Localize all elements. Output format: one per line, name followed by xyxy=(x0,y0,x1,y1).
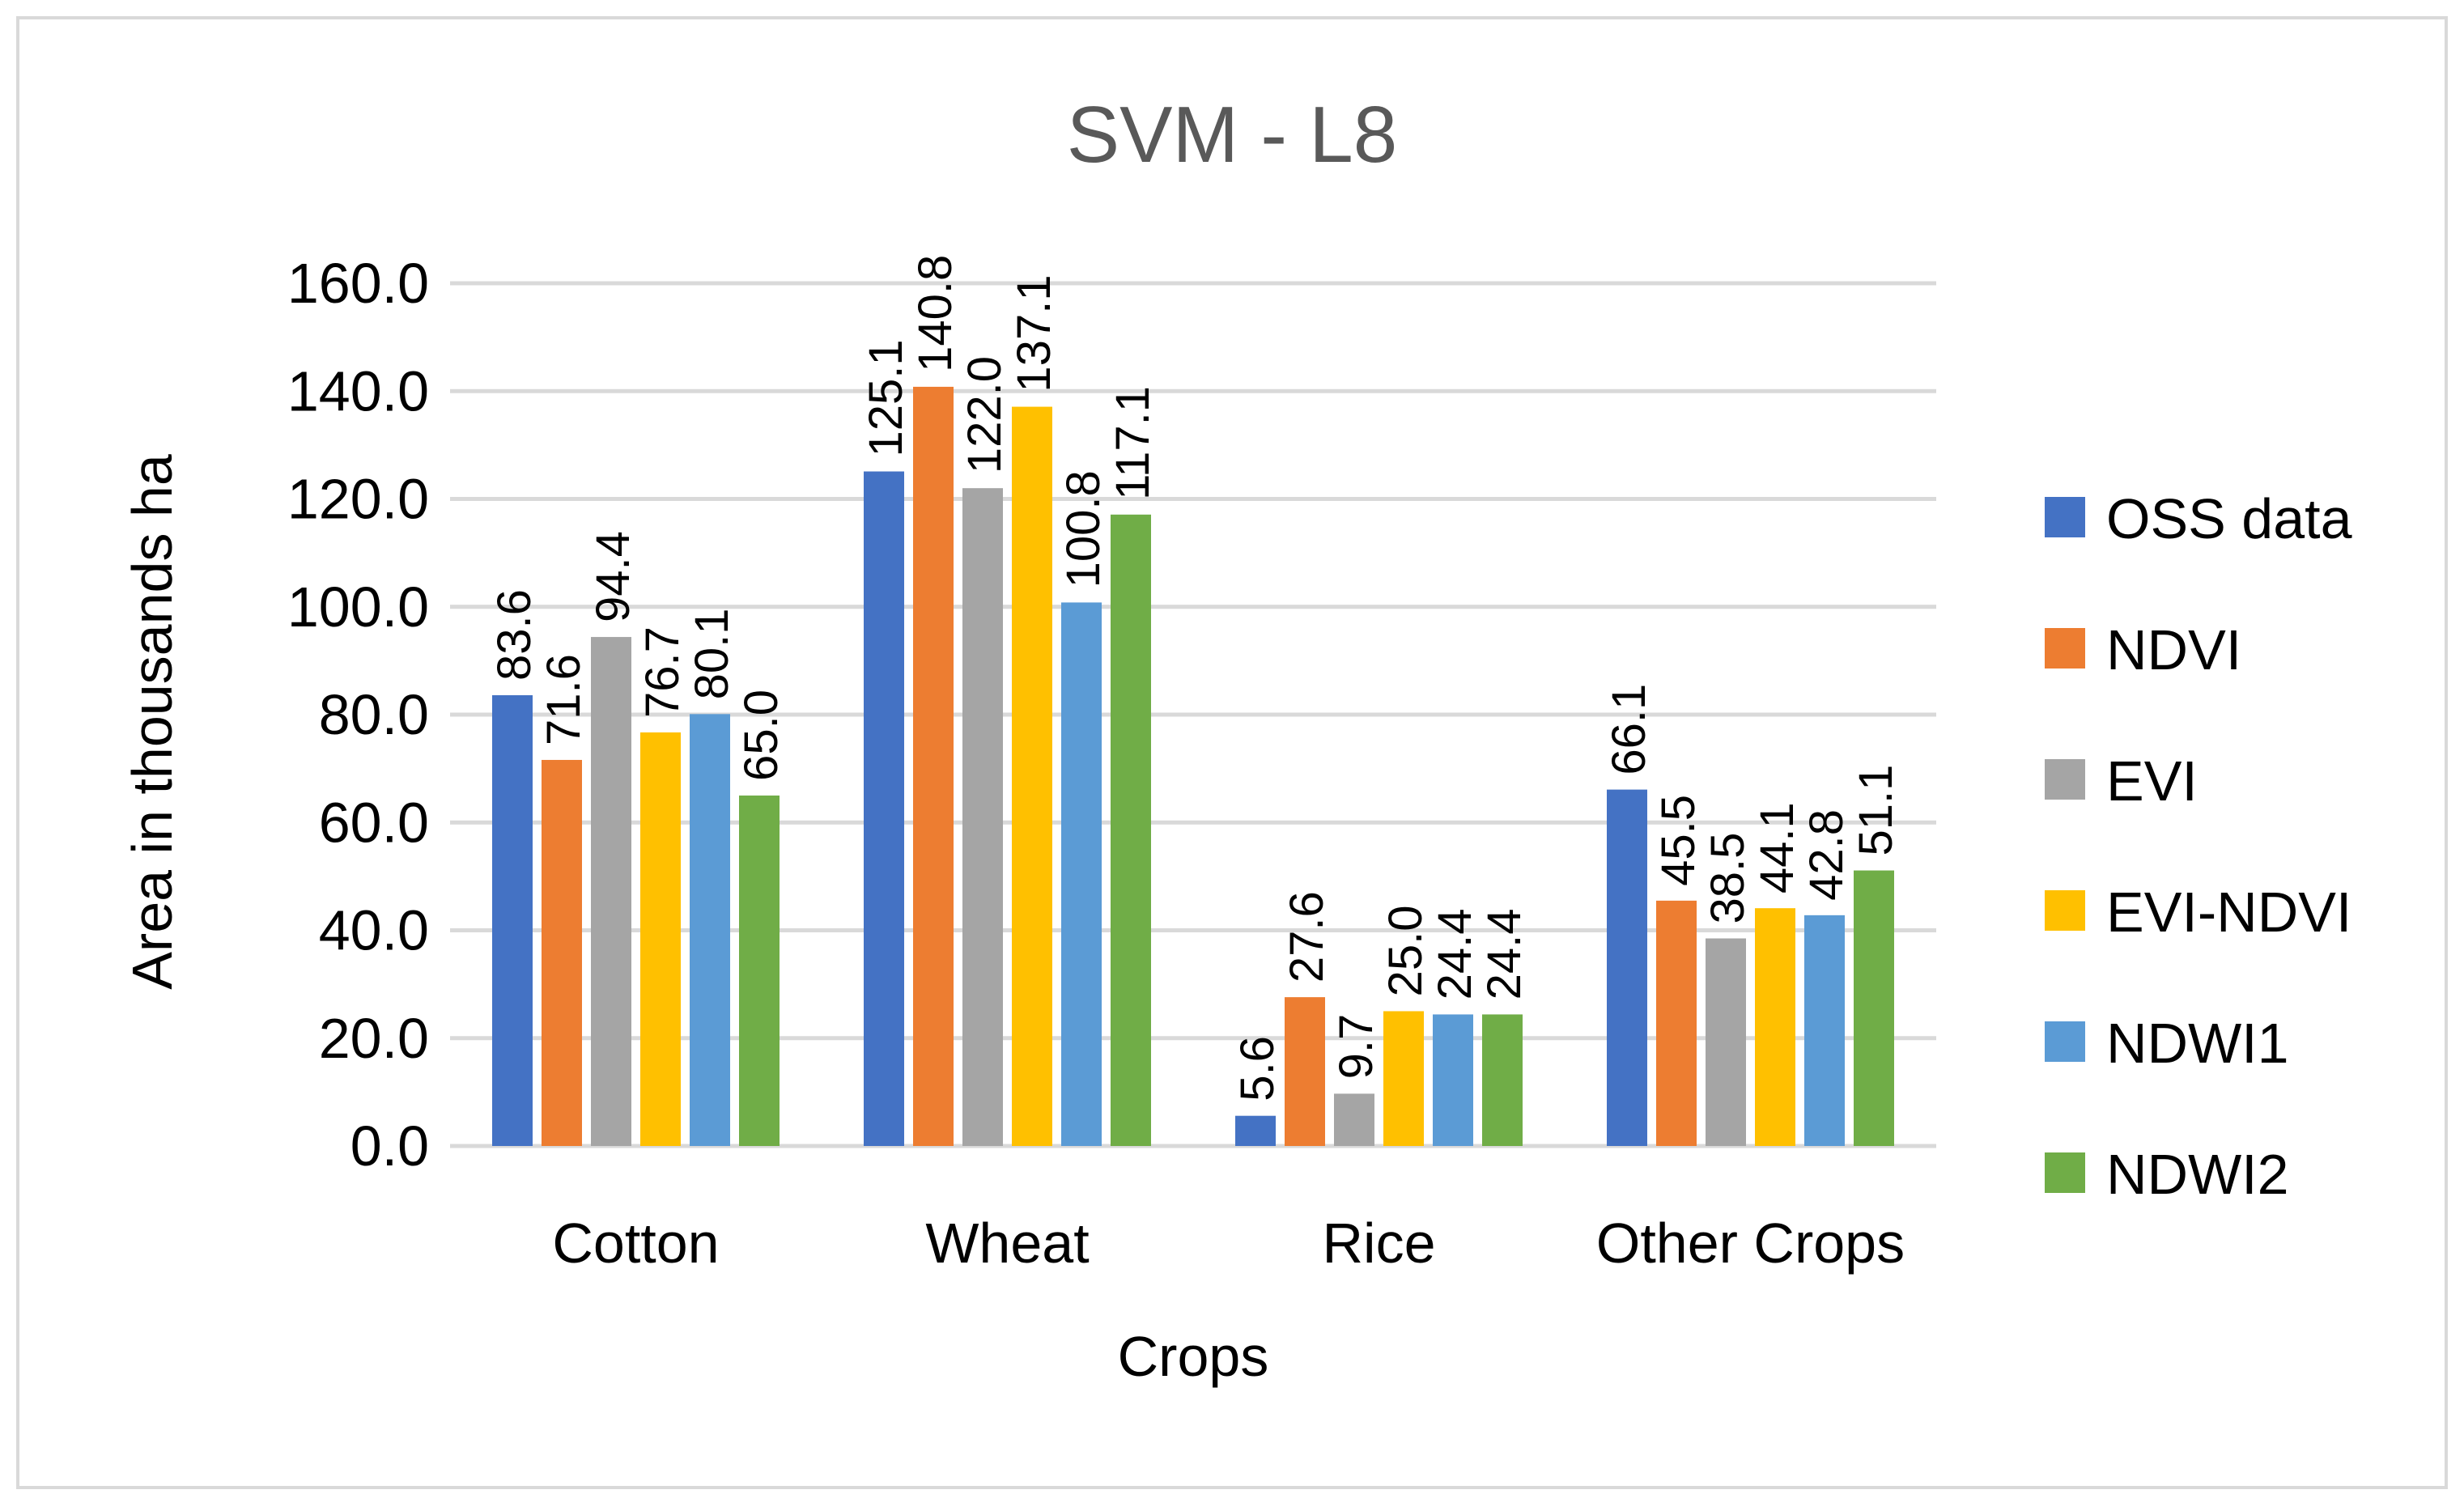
data-label: 100.8 xyxy=(1057,470,1110,588)
legend-label: EVI xyxy=(2106,749,2198,813)
data-label: 24.4 xyxy=(1478,909,1531,1000)
bar xyxy=(1111,514,1151,1146)
data-label: 117.1 xyxy=(1107,386,1159,500)
bar xyxy=(690,714,730,1146)
data-label: 25.0 xyxy=(1379,906,1432,997)
data-label: 66.1 xyxy=(1603,684,1655,775)
legend-swatch xyxy=(2045,1152,2085,1193)
data-label: 71.6 xyxy=(537,654,590,745)
bar xyxy=(1383,1011,1424,1146)
bar xyxy=(1804,915,1845,1146)
legend: OSS data NDVI EVI EVI-NDVI NDWI1 NDWI2 xyxy=(2045,487,2352,1206)
data-label: 65.0 xyxy=(735,690,788,781)
bar xyxy=(739,795,780,1146)
data-label: 45.5 xyxy=(1652,795,1705,886)
x-axis-ticks: Cotton Wheat Rice Other Crops xyxy=(552,1212,1905,1275)
data-label: 122.0 xyxy=(958,356,1011,473)
x-tick-label: Rice xyxy=(1322,1212,1435,1275)
y-tick-label: 160.0 xyxy=(287,252,429,315)
data-label: 24.4 xyxy=(1429,909,1481,1000)
bar xyxy=(1061,602,1102,1146)
legend-swatch xyxy=(2045,759,2085,800)
legend-label: NDWI2 xyxy=(2106,1143,2289,1206)
x-tick-label: Cotton xyxy=(552,1212,719,1275)
bar xyxy=(864,471,904,1146)
bar xyxy=(591,637,631,1146)
bar xyxy=(492,695,533,1146)
data-label: 44.1 xyxy=(1751,802,1803,893)
data-label: 9.7 xyxy=(1330,1014,1383,1080)
data-label: 42.8 xyxy=(1800,809,1853,901)
legend-swatch xyxy=(2045,628,2085,668)
data-label: 38.5 xyxy=(1701,833,1754,924)
bar xyxy=(1854,870,1894,1146)
bar xyxy=(1482,1014,1523,1146)
legend-swatch xyxy=(2045,1021,2085,1062)
data-label: 125.1 xyxy=(860,339,912,456)
data-labels: 83.671.694.476.780.165.0125.1140.8122.01… xyxy=(488,255,1902,1101)
data-label: 80.1 xyxy=(686,608,738,699)
y-axis-ticks: 0.0 20.0 40.0 60.0 80.0 100.0 120.0 140.0 160.0 xyxy=(287,252,429,1178)
y-tick-label: 60.0 xyxy=(319,791,429,854)
x-tick-label: Other Crops xyxy=(1596,1212,1905,1275)
bar xyxy=(640,732,681,1146)
bar xyxy=(1656,900,1697,1146)
bars xyxy=(492,386,1894,1146)
bar xyxy=(1607,789,1647,1146)
data-label: 140.8 xyxy=(909,255,962,372)
chart-title: SVM - L8 xyxy=(1067,90,1397,179)
bar xyxy=(542,759,582,1146)
y-tick-label: 140.0 xyxy=(287,359,429,422)
data-label: 83.6 xyxy=(488,589,541,681)
bar xyxy=(1012,406,1052,1146)
data-label: 137.1 xyxy=(1008,274,1060,392)
bar xyxy=(913,386,954,1146)
chart-border xyxy=(16,16,2448,1489)
bar xyxy=(1755,908,1795,1146)
bar xyxy=(1334,1093,1374,1146)
legend-label: OSS data xyxy=(2106,487,2352,550)
x-tick-label: Wheat xyxy=(925,1212,1089,1275)
bar xyxy=(1235,1115,1276,1146)
y-tick-label: 40.0 xyxy=(319,899,429,962)
data-label: 27.6 xyxy=(1281,891,1333,983)
legend-swatch xyxy=(2045,497,2085,537)
bar xyxy=(962,488,1003,1146)
data-label: 94.4 xyxy=(587,531,639,622)
bar xyxy=(1285,997,1325,1146)
legend-swatch xyxy=(2045,890,2085,931)
data-label: 76.7 xyxy=(636,626,689,718)
y-axis-title: Area in thousands ha xyxy=(121,454,184,990)
y-tick-label: 100.0 xyxy=(287,575,429,639)
data-label: 5.6 xyxy=(1231,1036,1284,1101)
bar xyxy=(1706,938,1746,1146)
y-tick-label: 80.0 xyxy=(319,683,429,746)
legend-label: EVI-NDVI xyxy=(2106,881,2351,944)
legend-label: NDWI1 xyxy=(2106,1012,2289,1075)
data-label: 51.1 xyxy=(1850,765,1902,856)
bar xyxy=(1433,1014,1473,1146)
y-tick-label: 120.0 xyxy=(287,468,429,531)
y-tick-label: 20.0 xyxy=(319,1007,429,1070)
y-tick-label: 0.0 xyxy=(350,1114,429,1178)
x-axis-title: Crops xyxy=(1118,1325,1269,1388)
legend-label: NDVI xyxy=(2106,618,2241,681)
